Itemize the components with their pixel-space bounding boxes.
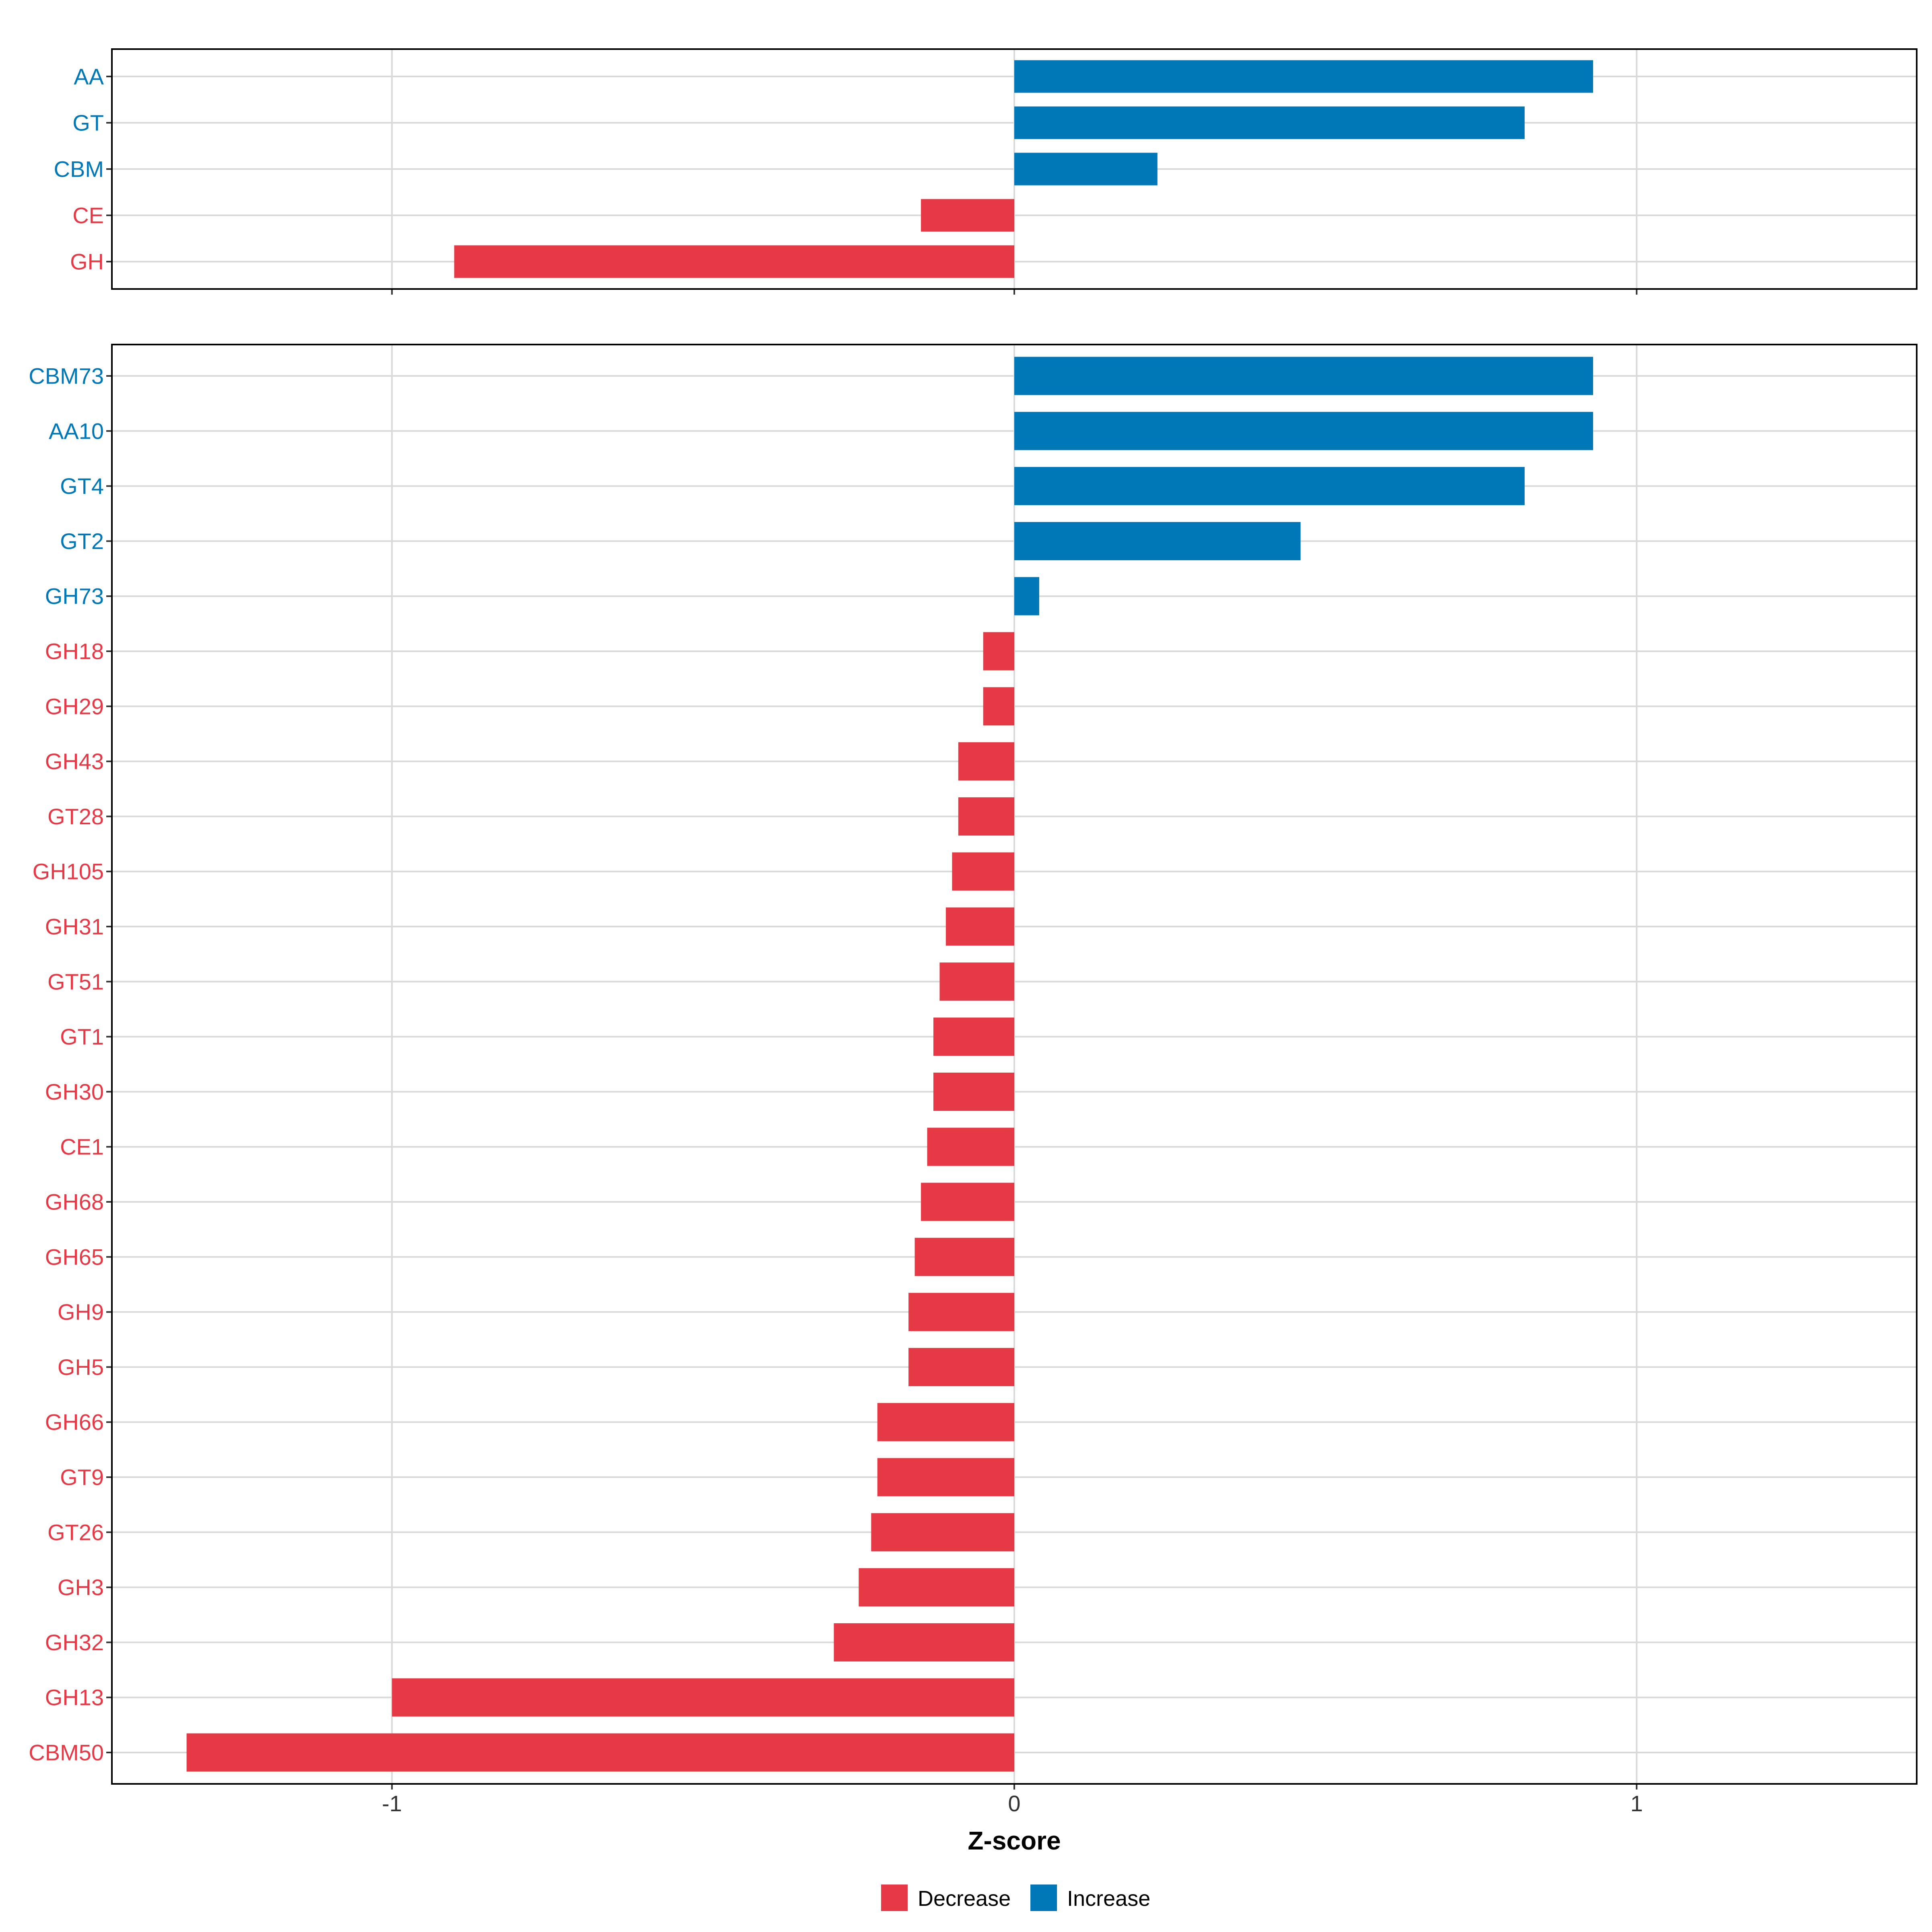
category-label-GT: GT [72,110,104,136]
legend-label-decrease: Decrease [918,1887,1011,1911]
legend-label-increase: Increase [1067,1887,1150,1911]
legend: Decrease Increase [881,1885,1150,1911]
category-label-GH31: GH31 [45,914,104,939]
bar-CBM [1014,153,1158,186]
bar-GT28 [958,797,1014,836]
bar-GT26 [871,1513,1014,1552]
bar-GH73 [1014,577,1039,615]
bar-AA [1014,60,1593,93]
category-label-GH5: GH5 [58,1354,104,1380]
category-label-GH105: GH105 [33,859,104,884]
category-label-GH: GH [70,249,104,275]
bar-GH66 [877,1403,1014,1441]
category-label-GH65: GH65 [45,1244,104,1269]
panel-frame-bottom [111,344,1918,1785]
category-label-CBM: CBM [54,157,104,182]
bar-GT [1014,106,1525,139]
category-label-GT1: GT1 [60,1024,104,1049]
x-tick-label-1: 0 [1008,1791,1020,1816]
bar-GH [454,245,1014,278]
bar-AA10 [1014,412,1593,450]
category-label-GH9: GH9 [58,1299,104,1325]
category-label-GH32: GH32 [45,1630,104,1655]
bar-GH5 [908,1348,1014,1386]
category-label-GT28: GT28 [47,804,104,829]
x-axis-title: Z-score [968,1826,1061,1855]
category-label-CE1: CE1 [60,1134,104,1160]
category-label-GH13: GH13 [45,1685,104,1710]
bar-GT51 [939,962,1014,1001]
bar-CE1 [927,1127,1014,1166]
category-label-GH43: GH43 [45,749,104,774]
category-label-GT9: GT9 [60,1465,104,1490]
bar-CBM73 [1014,357,1593,395]
bar-GH13 [392,1678,1014,1717]
bar-GH43 [958,742,1014,781]
category-label-GH3: GH3 [58,1575,104,1600]
category-label-AA: AA [74,64,104,89]
bar-GT1 [933,1018,1014,1056]
legend-swatch-decrease [881,1885,908,1911]
category-label-GT51: GT51 [47,969,104,994]
legend-swatch-increase [1030,1885,1057,1911]
category-label-CBM50: CBM50 [29,1740,104,1765]
category-label-CE: CE [72,203,104,228]
bar-GH32 [834,1623,1014,1662]
category-label-GH18: GH18 [45,639,104,664]
category-label-GH66: GH66 [45,1410,104,1435]
x-tick-label-2: 1 [1631,1791,1643,1816]
panel-frame-top [111,48,1918,290]
category-label-GT4: GT4 [60,473,104,499]
bar-GH30 [933,1072,1014,1111]
top-panel: AA GT CBM CE GH [54,48,1918,295]
x-tick-label-0: -1 [382,1791,402,1816]
category-label-GH30: GH30 [45,1079,104,1104]
category-label-AA10: AA10 [49,418,104,444]
category-label-GT26: GT26 [47,1519,104,1545]
category-label-GH29: GH29 [45,694,104,719]
bar-GT9 [877,1458,1014,1496]
bar-GT2 [1014,522,1301,560]
bar-GH29 [983,687,1014,726]
bar-CBM50 [186,1733,1014,1772]
bar-GH18 [983,632,1014,671]
category-label-GH68: GH68 [45,1189,104,1215]
category-label-GT2: GT2 [60,528,104,554]
bar-GH65 [914,1238,1014,1276]
category-label-CBM73: CBM73 [29,363,104,389]
bar-GH31 [945,907,1014,946]
bar-GH9 [908,1293,1014,1331]
bar-GT4 [1014,467,1525,506]
category-label-GH73: GH73 [45,584,104,609]
bar-GH105 [952,852,1014,891]
bar-GH3 [859,1568,1014,1607]
bottom-panel: CBM73 AA10 GT4 GT2 GH73 GH18 GH29 GH43 GT28 GH105… [29,344,1918,1790]
x-axis: -1 0 1 [382,1791,1643,1816]
bar-GH68 [921,1183,1014,1221]
bar-CE [921,199,1014,232]
